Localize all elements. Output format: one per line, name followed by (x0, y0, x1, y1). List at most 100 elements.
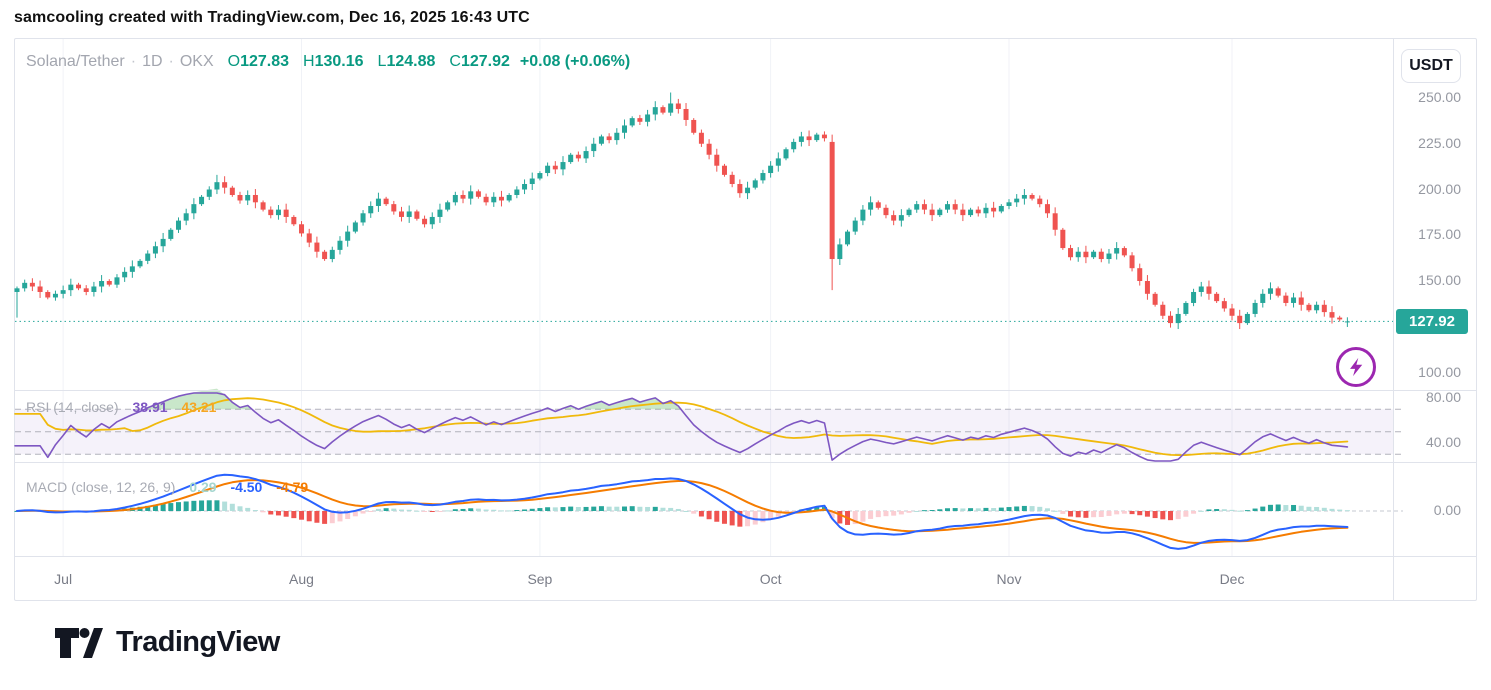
macd-hist-bar (391, 508, 397, 511)
candle-body (745, 187, 751, 194)
macd-hist-bar (1237, 510, 1243, 512)
macd-hist-bar (337, 511, 343, 522)
macd-hist-bar (1298, 505, 1304, 511)
time-axis-label-jul: Jul (54, 571, 73, 587)
candle-body (1121, 248, 1127, 256)
macd-hist-bar (1144, 511, 1150, 517)
candle-body (229, 187, 235, 195)
candle-body (921, 204, 927, 210)
price-tick-label: 200.00 (1418, 180, 1461, 197)
macd-hist-bar (452, 509, 458, 511)
macd-hist-bar (583, 506, 589, 511)
time-axis-label-nov: Nov (996, 571, 1022, 587)
macd-hist-bar (791, 511, 797, 512)
candle-body (1267, 288, 1273, 294)
candle-body (460, 194, 466, 199)
macd-hist-bar (891, 511, 897, 516)
candle-body (798, 136, 804, 142)
low-value: L124.88 (377, 53, 436, 70)
macd-hist-bar (1044, 508, 1050, 511)
flash-button[interactable] (1336, 347, 1376, 387)
candle-body (522, 184, 528, 190)
legend-separator: · (130, 53, 137, 70)
macd-hist-bar (1060, 511, 1066, 514)
macd-hist-bar (199, 500, 205, 511)
candle-body (268, 209, 274, 216)
macd-hist-bar (998, 507, 1004, 511)
candle-body (37, 286, 43, 292)
candle-body (291, 216, 297, 225)
candle-body (591, 143, 597, 152)
rsi-legend[interactable]: RSI (14, close) 38.91 43.21 (26, 399, 216, 415)
tradingview-logo[interactable]: TradingView (55, 626, 280, 659)
candle-body (129, 266, 135, 272)
candle-body (768, 165, 774, 174)
candle-body (414, 211, 420, 219)
candle-body (137, 260, 143, 267)
candle-body (737, 184, 743, 194)
price-tick-label: 175.00 (1418, 226, 1461, 243)
candle-body (245, 194, 251, 201)
candle-body (106, 281, 112, 285)
macd-hist-bar (1006, 507, 1012, 511)
price-tick-label: 250.00 (1418, 89, 1461, 105)
candle-body (237, 194, 243, 201)
rsi-tick-label: 80.00 (1425, 389, 1461, 405)
candle-body (337, 240, 343, 250)
macd-hist-bar (775, 511, 781, 517)
currency-toggle-button[interactable]: USDT (1401, 49, 1461, 83)
chart-card (14, 38, 1477, 601)
macd-hist-bar (914, 510, 920, 512)
candle-body (383, 198, 389, 205)
candle-body (829, 141, 835, 260)
candle-body (1214, 293, 1220, 302)
macd-hist-bar (1160, 511, 1166, 520)
candle-body (491, 196, 497, 203)
last-price-badge: 127.92 (1396, 308, 1468, 334)
macd-hist-bar (837, 511, 843, 524)
candle-body (445, 202, 451, 210)
candle-body (1314, 304, 1320, 311)
symbol-legend[interactable]: Solana/Tether · 1D · OKX O127.83 H130.16 L124.8… (26, 53, 630, 71)
macd-hist-bar (1344, 510, 1350, 512)
candle-body (852, 220, 858, 232)
candle-body (1114, 248, 1120, 254)
macd-signal-value: -4.79 (276, 479, 309, 495)
macd-legend[interactable]: MACD (close, 12, 26, 9) 0.29 -4.50 -4.79 (26, 479, 308, 495)
candle-body (683, 108, 689, 120)
macd-hist-bar (260, 511, 266, 513)
macd-hist-bar (160, 504, 166, 511)
candle-body (914, 204, 920, 210)
candle-body (529, 178, 535, 185)
macd-hist-bar (275, 511, 281, 516)
candle-body (998, 205, 1004, 212)
candle-body (1021, 194, 1027, 199)
macd-hist-bar (1229, 509, 1235, 511)
macd-hist-bar (506, 510, 512, 512)
macd-hist-bar (906, 511, 912, 513)
candle-body (429, 216, 435, 225)
macd-hist-bar (406, 509, 412, 511)
macd-hist-bar (691, 511, 697, 514)
candle-body (506, 194, 512, 201)
macd-hist-bar (414, 510, 420, 512)
macd-hist-bar (1137, 511, 1143, 516)
macd-hist-bar (306, 511, 312, 522)
price-axis[interactable]: 250.00 225.00 200.00 175.00 150.00 100.00 80.0… (1399, 38, 1465, 601)
candle-body (275, 209, 281, 216)
macd-hist-bar (814, 507, 820, 511)
candle-body (875, 202, 881, 208)
candle-body (691, 119, 697, 133)
macd-hist-bar (529, 508, 535, 511)
candle-body (422, 218, 428, 225)
rsi-name: RSI (26, 399, 50, 415)
candle-body (960, 209, 966, 216)
macd-hist-bar (460, 508, 466, 511)
tradingview-mark-icon (55, 627, 103, 658)
macd-hist-bar (860, 511, 866, 522)
macd-hist-bar (1214, 509, 1220, 511)
candle-body (168, 229, 174, 239)
candle-body (752, 180, 758, 188)
